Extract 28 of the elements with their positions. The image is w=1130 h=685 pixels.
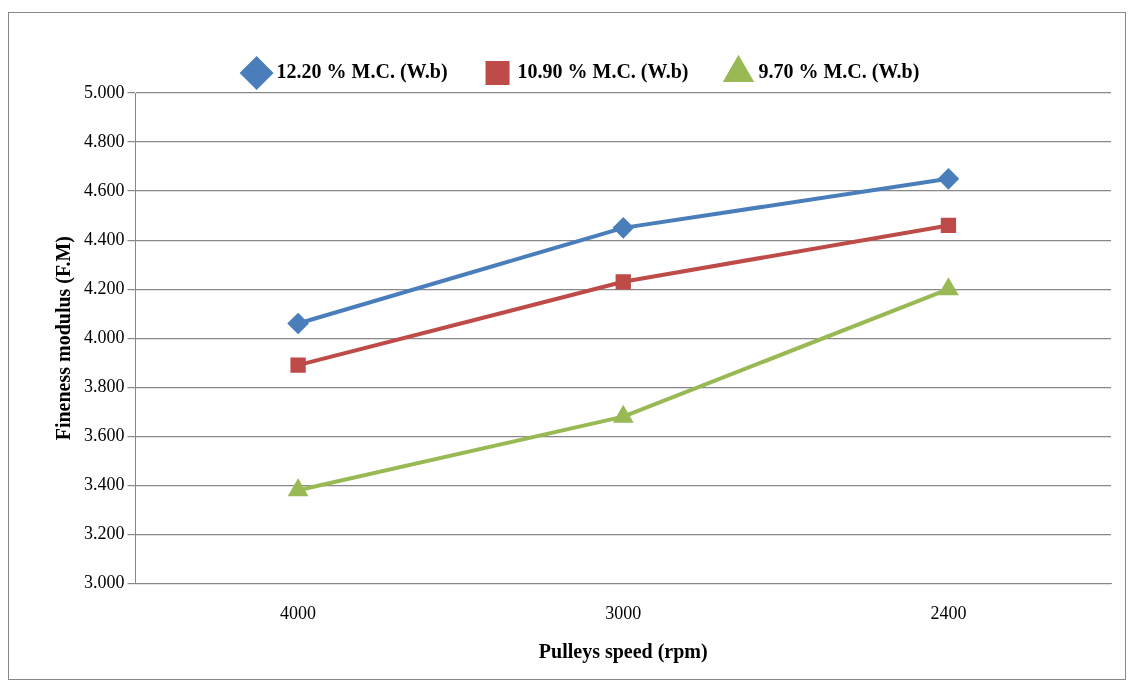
point xyxy=(938,168,959,189)
legend-label: 9.70 % M.C. (W.b) xyxy=(758,60,920,84)
x-tick-label: 2400 xyxy=(930,602,967,623)
legend-label: 10.90 % M.C. (W.b) xyxy=(517,60,689,84)
point xyxy=(615,274,631,290)
y-tick-label: 3.600 xyxy=(84,425,125,446)
x-tick-label: 4000 xyxy=(280,602,317,623)
legend-label: 12.20 % M.C. (W.b) xyxy=(276,60,448,84)
y-tick-label: 4.600 xyxy=(84,179,125,200)
point xyxy=(613,404,634,423)
y-tick-label: 3.200 xyxy=(84,523,125,544)
y-tick-label: 3.400 xyxy=(84,474,125,495)
point xyxy=(289,480,308,497)
y-tick-label: 4.000 xyxy=(84,326,125,347)
y-tick-label: 3.000 xyxy=(84,572,125,593)
y-axis-title: Fineness modulus (F.M) xyxy=(52,236,76,441)
y-tick-label: 4.800 xyxy=(84,130,125,151)
x-axis-title: Pulleys speed (rpm) xyxy=(538,640,708,664)
point xyxy=(939,279,958,296)
x-tick-label: 3000 xyxy=(605,602,642,623)
y-tick-label: 4.400 xyxy=(84,228,125,249)
point xyxy=(613,217,634,238)
y-tick-label: 3.800 xyxy=(84,375,125,396)
point xyxy=(288,313,309,334)
y-tick-label: 5.000 xyxy=(84,81,125,102)
point xyxy=(290,357,306,373)
y-tick-label: 4.200 xyxy=(84,277,125,298)
point xyxy=(940,217,957,234)
